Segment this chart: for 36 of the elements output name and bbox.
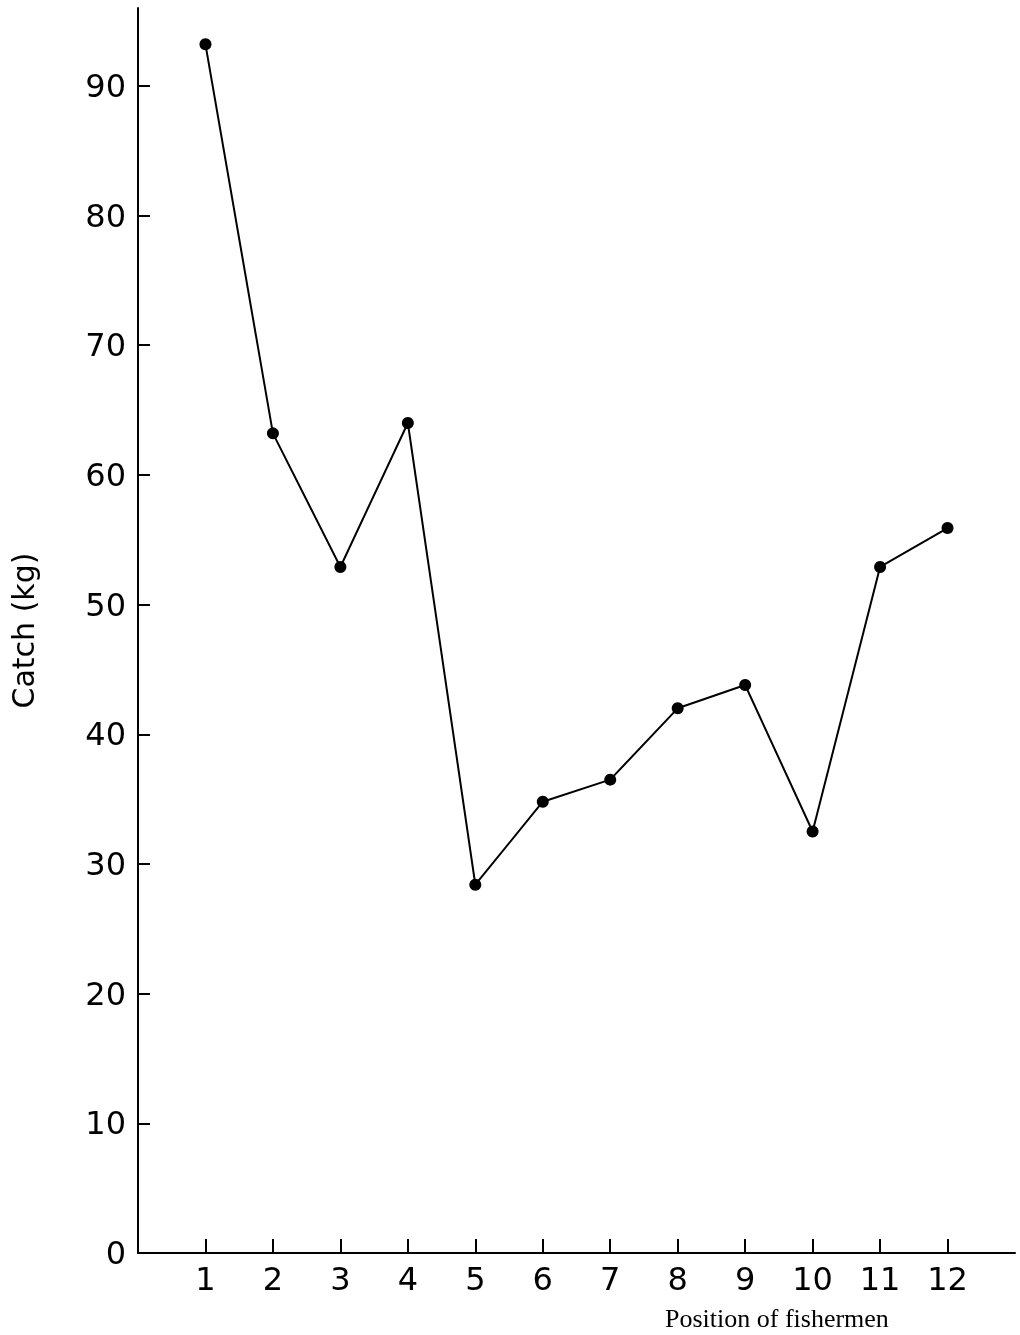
y-tick-label: 30 — [85, 844, 126, 883]
y-tick-label: 70 — [85, 326, 126, 365]
point — [941, 522, 954, 535]
y-tick-label: 80 — [85, 196, 126, 235]
point — [671, 702, 684, 715]
x-tick-label: 6 — [532, 1260, 553, 1298]
point — [536, 795, 549, 808]
x-tick-label: 8 — [667, 1260, 688, 1298]
point — [604, 773, 617, 786]
y-tick-label: 20 — [85, 974, 126, 1013]
x-tick-label: 11 — [859, 1260, 901, 1298]
x-tick-label: 4 — [397, 1260, 419, 1298]
point — [469, 878, 482, 891]
point — [739, 678, 752, 691]
x-axis-title: Position of fishermen — [665, 1303, 889, 1333]
x-tick-label: 7 — [600, 1260, 621, 1298]
x-tick-label: 2 — [262, 1260, 284, 1298]
y-tick-label: 50 — [85, 585, 126, 624]
x-tick-label: 3 — [330, 1260, 351, 1298]
point — [874, 560, 887, 573]
y-axis-title: Catch (kg) — [5, 552, 41, 709]
point — [199, 38, 212, 51]
y-tick-label: 60 — [85, 455, 126, 494]
point — [806, 825, 819, 838]
point — [266, 427, 279, 440]
x-tick-label: 12 — [927, 1260, 968, 1298]
point — [401, 417, 414, 429]
x-tick-label: 1 — [195, 1260, 216, 1298]
y-tick-label: 90 — [85, 66, 126, 105]
y-tick-label: 10 — [85, 1104, 126, 1143]
point — [334, 560, 347, 573]
x-tick-label: 5 — [465, 1260, 486, 1298]
y-tick-label: 0 — [105, 1234, 126, 1272]
y-tick-label: 40 — [85, 715, 126, 754]
x-tick-label: 10 — [792, 1260, 833, 1298]
x-tick-label: 9 — [734, 1260, 756, 1298]
